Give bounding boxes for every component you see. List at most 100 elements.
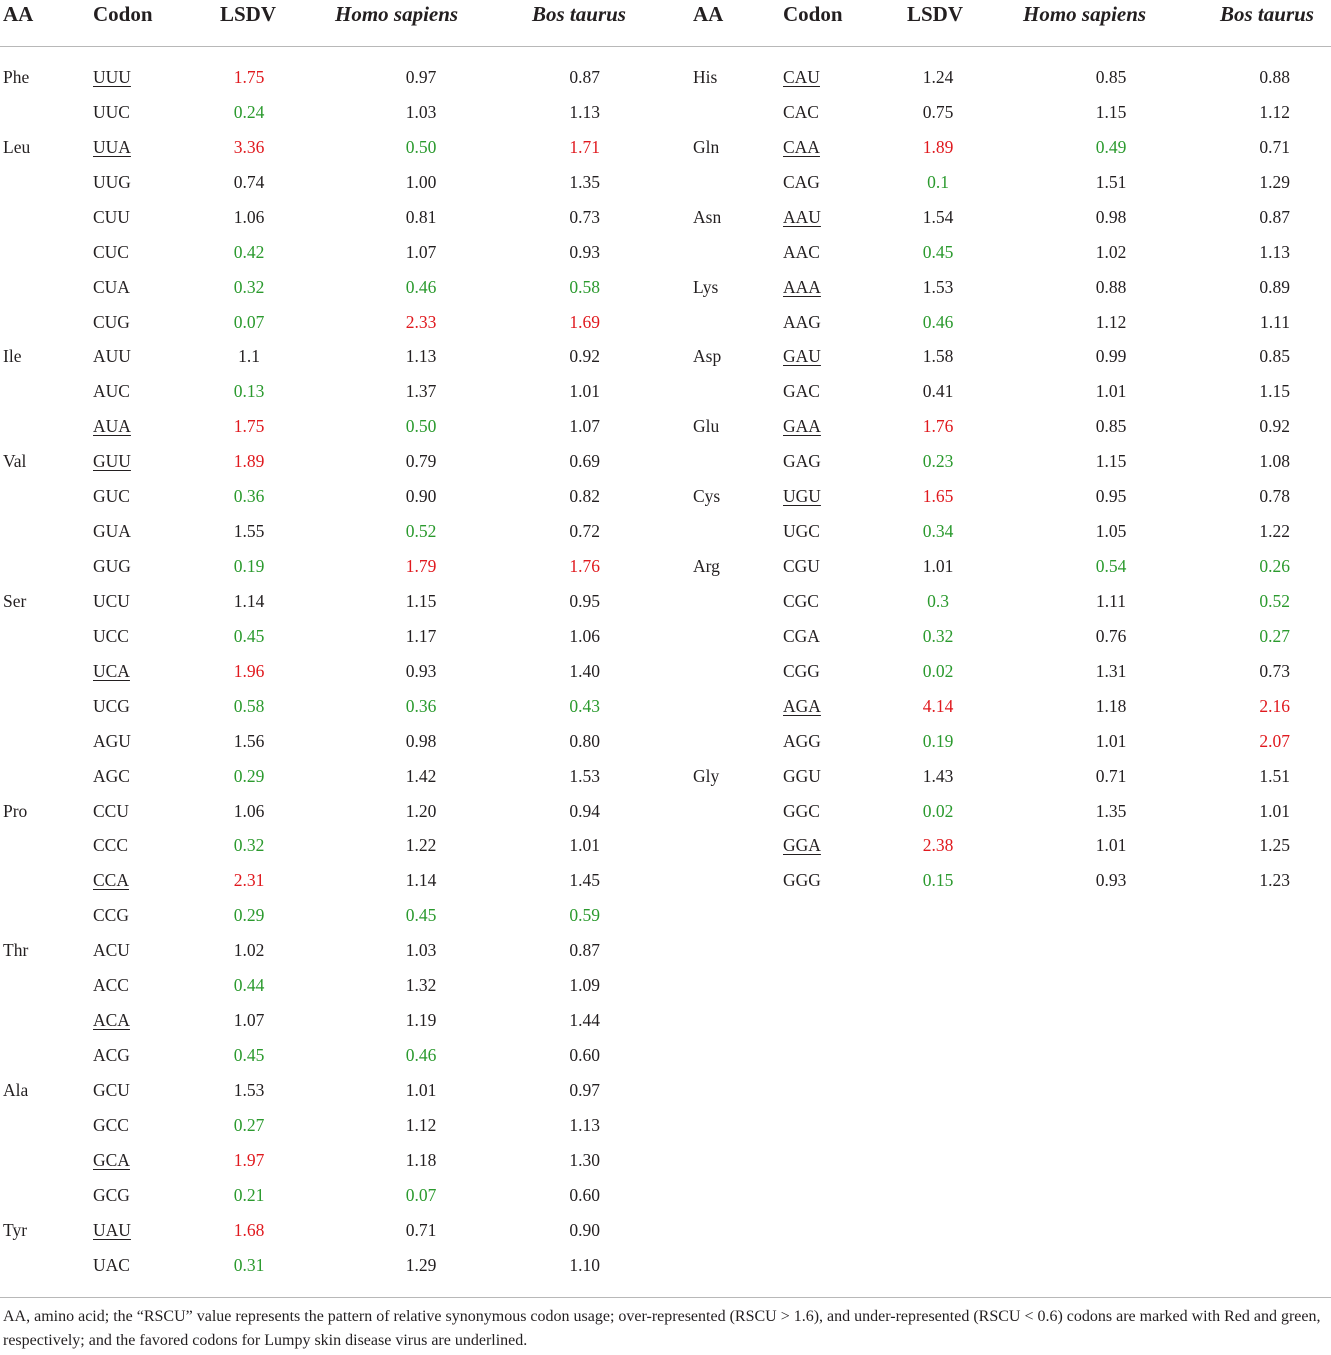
header-rule xyxy=(0,46,1331,47)
lsdv-value-right: 0.3 xyxy=(927,591,949,611)
lsdv-value-left: 1.14 xyxy=(233,591,265,611)
codon-cell-left: CUA xyxy=(93,277,130,297)
lsdv-value-left: 0.29 xyxy=(233,905,265,925)
codon-cell-left: UCU xyxy=(93,591,130,611)
header-codon-right: Codon xyxy=(783,2,843,26)
amino-acid-cell-left: Val xyxy=(3,451,27,471)
codon-cell-right: GGA xyxy=(783,835,821,855)
amino-acid-cell-right: Gly xyxy=(693,766,720,786)
bos-taurus-value-right: 0.52 xyxy=(1259,591,1290,611)
homo-sapiens-value-left: 0.36 xyxy=(405,696,437,716)
homo-sapiens-value-left: 1.15 xyxy=(405,591,437,611)
codon-cell-left: UUG xyxy=(93,172,131,192)
codon-cell-left: UCA xyxy=(93,661,130,681)
homo-sapiens-value-left: 1.22 xyxy=(405,835,437,855)
codon-cell-right: CAG xyxy=(783,172,820,192)
lsdv-value-left: 1.96 xyxy=(233,661,265,681)
bos-taurus-value-left: 0.69 xyxy=(569,451,600,471)
codon-cell-right: CAU xyxy=(783,67,820,87)
codon-cell-left: UAC xyxy=(93,1255,130,1275)
lsdv-value-right: 1.89 xyxy=(922,137,954,157)
homo-sapiens-value-left: 0.90 xyxy=(405,486,437,506)
codon-cell-right: CAC xyxy=(783,102,819,122)
bos-taurus-value-right: 1.01 xyxy=(1259,801,1290,821)
codon-cell-right: AAC xyxy=(783,242,820,262)
homo-sapiens-value-left: 0.97 xyxy=(405,67,437,87)
amino-acid-cell-right: Glu xyxy=(693,416,720,436)
homo-sapiens-value-left: 0.81 xyxy=(405,207,437,227)
lsdv-value-left: 0.32 xyxy=(233,835,265,855)
homo-sapiens-value-left: 1.19 xyxy=(405,1010,437,1030)
bos-taurus-value-left: 1.44 xyxy=(569,1010,600,1030)
homo-sapiens-value-left: 1.07 xyxy=(405,242,437,262)
bos-taurus-value-right: 0.85 xyxy=(1259,346,1290,366)
bos-taurus-value-left: 0.82 xyxy=(569,486,600,506)
lsdv-value-left: 0.45 xyxy=(233,626,265,646)
amino-acid-cell-right: Lys xyxy=(693,277,719,297)
lsdv-value-left: 1.02 xyxy=(233,940,265,960)
lsdv-value-left: 0.44 xyxy=(233,975,265,995)
amino-acid-cell-left: Phe xyxy=(3,67,30,87)
lsdv-value-right: 0.46 xyxy=(922,312,954,332)
lsdv-value-left: 1.06 xyxy=(233,801,265,821)
header-bos-taurus-right: Bos taurus xyxy=(1220,2,1314,26)
homo-sapiens-value-left: 1.42 xyxy=(405,766,437,786)
lsdv-value-left: 2.31 xyxy=(233,870,265,890)
header-homo-sapiens-right: Homo sapiens xyxy=(1023,2,1147,26)
lsdv-value-left: 1.56 xyxy=(233,731,265,751)
homo-sapiens-value-left: 1.01 xyxy=(405,1080,437,1100)
homo-sapiens-value-left: 1.18 xyxy=(405,1150,437,1170)
homo-sapiens-value-right: 1.02 xyxy=(1095,242,1127,262)
homo-sapiens-value-left: 0.98 xyxy=(405,731,437,751)
codon-cell-left: CUU xyxy=(93,207,130,227)
codon-cell-left: GUG xyxy=(93,556,131,576)
bos-taurus-value-left: 0.60 xyxy=(569,1185,600,1205)
bos-taurus-value-right: 0.87 xyxy=(1259,207,1290,227)
bos-taurus-value-left: 0.60 xyxy=(569,1045,600,1065)
bos-taurus-value-right: 1.29 xyxy=(1259,172,1290,192)
lsdv-value-left: 0.07 xyxy=(233,312,265,332)
codon-cell-left: UCG xyxy=(93,696,130,716)
homo-sapiens-value-left: 1.29 xyxy=(405,1255,437,1275)
bos-taurus-value-left: 0.95 xyxy=(569,591,600,611)
bos-taurus-value-right: 1.08 xyxy=(1259,451,1290,471)
bos-taurus-value-left: 1.76 xyxy=(569,556,600,576)
bos-taurus-value-left: 0.87 xyxy=(569,940,600,960)
amino-acid-cell-left: Tyr xyxy=(3,1220,28,1240)
homo-sapiens-value-left: 1.13 xyxy=(405,346,437,366)
homo-sapiens-value-right: 1.51 xyxy=(1095,172,1127,192)
bos-taurus-value-left: 1.07 xyxy=(569,416,600,436)
header-homo-sapiens-left: Homo sapiens xyxy=(335,2,459,26)
codon-cell-left: ACU xyxy=(93,940,130,960)
codon-cell-right: AAU xyxy=(783,207,821,227)
homo-sapiens-value-left: 0.45 xyxy=(405,905,437,925)
lsdv-value-right: 1.24 xyxy=(922,67,954,87)
homo-sapiens-value-left: 0.46 xyxy=(405,277,437,297)
lsdv-value-right: 1.01 xyxy=(922,556,954,576)
codon-cell-right: AGG xyxy=(783,731,821,751)
lsdv-value-right: 0.34 xyxy=(922,521,954,541)
header-codon-left: Codon xyxy=(93,2,153,26)
codon-cell-right: UGC xyxy=(783,521,820,541)
bos-taurus-value-right: 1.51 xyxy=(1259,766,1290,786)
codon-cell-left: CUC xyxy=(93,242,129,262)
homo-sapiens-value-left: 0.07 xyxy=(405,1185,437,1205)
codon-cell-right: CGC xyxy=(783,591,819,611)
homo-sapiens-value-left: 1.03 xyxy=(405,102,437,122)
lsdv-value-left: 0.32 xyxy=(233,277,265,297)
codon-cell-left: GCU xyxy=(93,1080,130,1100)
codon-cell-left: ACG xyxy=(93,1045,130,1065)
homo-sapiens-value-left: 0.50 xyxy=(405,137,437,157)
homo-sapiens-value-left: 0.71 xyxy=(405,1220,437,1240)
homo-sapiens-value-right: 0.49 xyxy=(1095,137,1127,157)
bos-taurus-value-right: 0.88 xyxy=(1259,67,1290,87)
homo-sapiens-value-right: 1.18 xyxy=(1095,696,1127,716)
codon-cell-left: CCU xyxy=(93,801,129,821)
amino-acid-cell-left: Ser xyxy=(3,591,27,611)
homo-sapiens-value-left: 0.50 xyxy=(405,416,437,436)
header-aa-right: AA xyxy=(693,2,724,26)
homo-sapiens-value-left: 1.20 xyxy=(405,801,437,821)
codon-cell-left: GUC xyxy=(93,486,130,506)
homo-sapiens-value-right: 0.76 xyxy=(1095,626,1127,646)
lsdv-value-right: 1.54 xyxy=(922,207,954,227)
